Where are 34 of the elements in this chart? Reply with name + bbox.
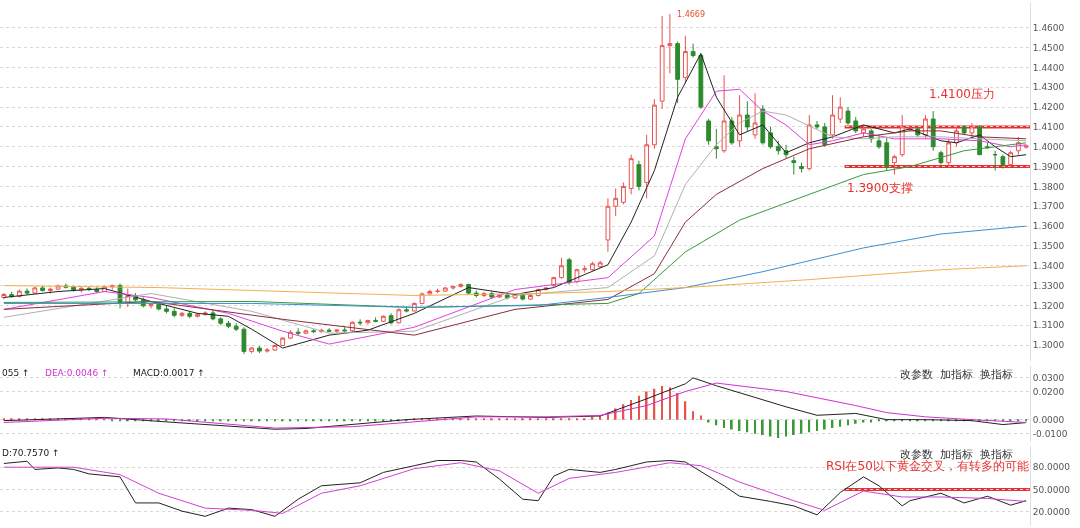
y-tick-label: 1.4600 [1032,22,1065,33]
y-tick-label: 1.3000 [1032,340,1065,351]
y-tick-label: 1.4300 [1032,82,1065,93]
ref-line-label: 1.3900支撑 [847,181,913,195]
y-tick-label: 1.3200 [1032,300,1065,311]
y-tick-label: 1.4200 [1032,102,1065,113]
y-tick-label: 1.4000 [1032,141,1065,152]
y-tick-label: 1.3100 [1032,320,1065,331]
y-tick-label: 0.0200 [1032,386,1065,397]
y-tick-label: 1.3300 [1032,280,1065,291]
y-tick-label: 1.3400 [1032,260,1065,271]
y-tick-label: 1.4100 [1032,122,1065,133]
annotation: 改参数 加指标 换指标 [900,448,1013,461]
y-tick-label: 20.0000 [1032,507,1071,517]
y-tick-label: 1.4500 [1032,42,1065,53]
y-tick-label: 50.0000 [1032,484,1071,495]
annotation: 1.4669 [677,10,705,19]
y-tick-label: -0.0100 [1032,428,1068,439]
y-tick-label: 0.0000 [1032,414,1065,425]
annotation: 055 ↑ [2,368,30,378]
annotation: DEA:0.0046 ↑ [45,368,109,378]
y-tick-label: 0.0300 [1032,372,1065,383]
y-tick-label: 1.3900 [1032,161,1065,172]
y-tick-label: 1.3600 [1032,221,1065,232]
y-tick-label: 1.4400 [1032,62,1065,73]
ref-line-label: 1.4100压力 [929,87,995,101]
y-tick-label: 1.3500 [1032,241,1065,252]
y-tick-label: 1.3700 [1032,201,1065,212]
ref-line-label: RSI在50以下黄金交叉，有转多的可能 [826,459,1029,473]
annotation: 改参数 加指标 换指标 [900,368,1013,381]
y-tick-label: 80.0000 [1032,462,1071,473]
annotation: D:70.7570 ↑ [2,448,60,458]
y-tick-label: 1.3800 [1032,181,1065,192]
annotation: MACD:0.0017 ↑ [133,368,205,378]
